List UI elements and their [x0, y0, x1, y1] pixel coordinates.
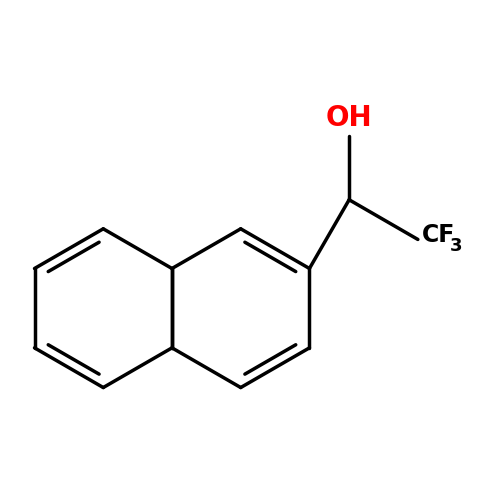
Text: OH: OH [326, 104, 372, 132]
Text: CF: CF [422, 224, 455, 248]
Text: 3: 3 [450, 237, 462, 255]
